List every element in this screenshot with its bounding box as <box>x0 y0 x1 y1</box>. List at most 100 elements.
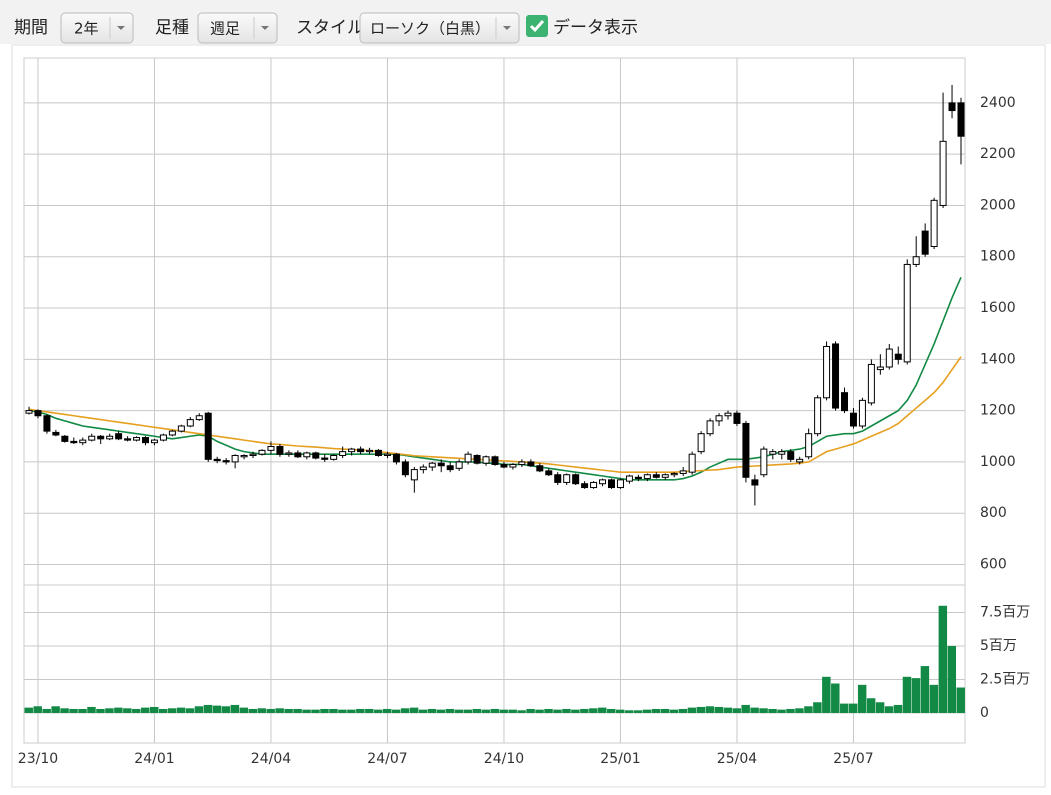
volume-bar <box>167 708 177 713</box>
volume-bar <box>920 666 930 713</box>
volume-bar <box>938 605 948 713</box>
candle-body <box>186 419 194 427</box>
volume-bar <box>553 709 562 713</box>
style-value: ローソク（白黒） <box>370 20 490 38</box>
volume-bar <box>356 708 365 713</box>
candle-body <box>231 454 239 463</box>
candle-body <box>294 452 302 458</box>
candle-body <box>446 465 454 471</box>
candle-body <box>706 420 714 435</box>
volume-bar <box>24 707 33 713</box>
x-tick-label: 25/04 <box>717 751 757 767</box>
candle-body <box>652 474 660 478</box>
candle-body <box>455 461 463 469</box>
volume-bar <box>911 678 921 713</box>
candle-body <box>957 102 965 137</box>
volume-bar <box>445 708 455 713</box>
candle-body <box>814 397 822 435</box>
candle-body <box>321 457 329 460</box>
candle-body <box>357 448 365 453</box>
candle-body <box>778 451 786 455</box>
volume-bar <box>427 708 437 713</box>
candle-body <box>885 348 893 368</box>
candle-body <box>948 102 956 112</box>
candle-body <box>625 475 633 482</box>
candle-body <box>545 470 553 476</box>
x-tick-label: 24/01 <box>134 751 174 767</box>
candle-body <box>222 460 230 463</box>
candle-body <box>894 353 902 360</box>
volume-bar <box>813 702 822 713</box>
candle-body <box>796 458 804 463</box>
volume-bar <box>293 708 302 713</box>
candle-body <box>383 453 391 456</box>
candle-body <box>195 415 203 421</box>
candle-body <box>240 454 248 458</box>
candle-body <box>581 483 589 489</box>
candle-body <box>34 410 42 417</box>
y-tick-label: 2000 <box>980 197 1016 213</box>
volume-bar <box>840 703 849 713</box>
candle-body <box>392 453 400 463</box>
candle-body <box>715 415 723 422</box>
volume-tick-label: 7.5百万 <box>980 604 1030 620</box>
candle-body <box>841 392 848 412</box>
candle-body <box>428 462 436 468</box>
volume-bar <box>526 708 535 713</box>
volume-bar <box>69 708 78 713</box>
x-tick-label: 24/04 <box>251 751 291 767</box>
candle-body <box>939 140 947 206</box>
volume-bar <box>391 709 401 713</box>
candle-body <box>670 472 678 476</box>
volume-bar <box>624 710 634 713</box>
volume-bar <box>436 709 446 713</box>
candle-body <box>527 461 535 467</box>
candle-body <box>43 415 51 432</box>
volume-bar <box>848 703 858 713</box>
candle-body <box>339 451 347 456</box>
period-dropdown[interactable]: 2年 <box>60 12 134 44</box>
volume-bar <box>777 709 786 713</box>
volume-bar <box>732 708 741 713</box>
bar-type-value: 週足 <box>210 20 240 38</box>
volume-bar <box>750 707 759 713</box>
volume-bar <box>544 708 553 713</box>
style-dropdown[interactable]: ローソク（白黒） <box>359 12 520 44</box>
volume-bar <box>508 709 517 713</box>
candle-body <box>742 422 750 478</box>
candle-body <box>518 461 526 465</box>
candle-body <box>724 412 732 417</box>
volume-bar <box>589 708 598 713</box>
candle-body <box>876 366 884 371</box>
show-data-checkbox[interactable] <box>526 15 548 37</box>
volume-bar <box>660 708 670 713</box>
candle-body <box>482 456 490 464</box>
candle-body <box>849 412 857 427</box>
volume-bar <box>768 708 777 713</box>
candle-body <box>554 474 562 483</box>
candle-body <box>204 412 212 460</box>
y-tick-label: 2200 <box>980 146 1016 162</box>
y-tick-label: 2400 <box>980 95 1016 111</box>
volume-bar <box>176 707 186 713</box>
candle-body <box>832 343 840 409</box>
candle-body <box>410 469 418 481</box>
x-tick-label: 25/07 <box>833 751 873 767</box>
candle-body <box>258 449 266 455</box>
candle-body <box>491 456 499 465</box>
volume-bar <box>893 704 903 713</box>
chart-panel <box>11 44 1046 788</box>
volume-tick-label: 2.5百万 <box>980 671 1030 687</box>
bar-type-dropdown[interactable]: 週足 <box>197 12 278 44</box>
candle-body <box>572 474 580 485</box>
candle-body <box>124 438 132 441</box>
candle-body <box>177 425 185 432</box>
candle-body <box>213 458 221 462</box>
volume-bar <box>338 709 347 713</box>
volume-bar <box>669 709 679 713</box>
volume-bar <box>822 676 831 713</box>
volume-bar <box>580 708 589 713</box>
candle-body <box>79 439 87 444</box>
volume-bar <box>875 702 885 713</box>
